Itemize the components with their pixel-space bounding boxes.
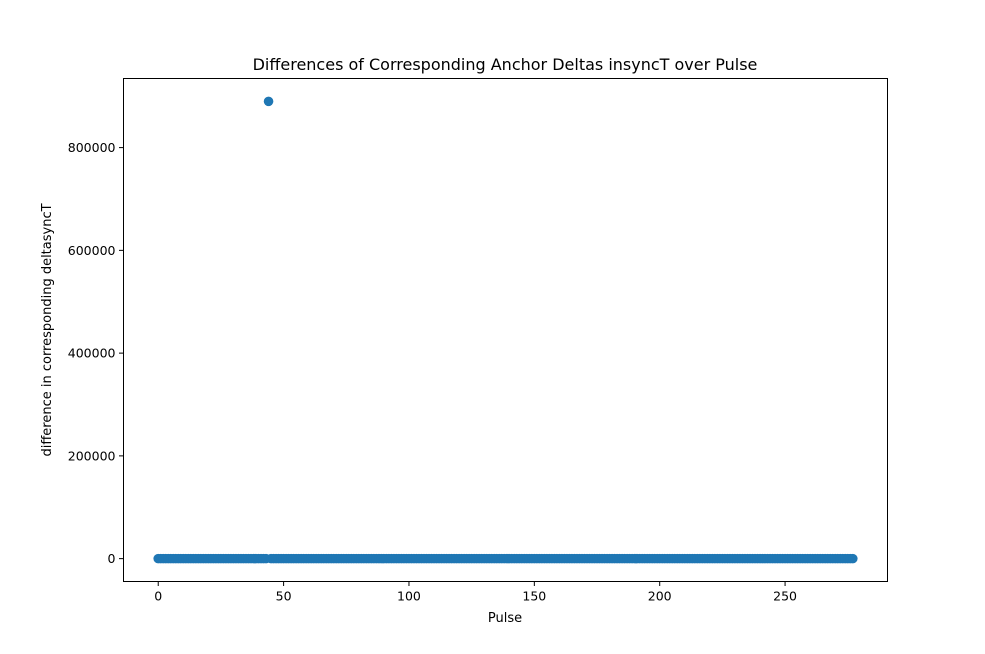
data-points [153,96,858,564]
x-tick-label: 50 [276,589,292,604]
x-tick-label: 250 [773,589,797,604]
x-tick-label: 100 [397,589,421,604]
plot-area-frame [123,78,888,582]
y-axis-label: difference in corresponding deltasyncT [40,203,55,456]
x-tick-label: 150 [522,589,546,604]
y-tick-label: 200000 [68,448,116,463]
y-tick-label: 400000 [68,346,116,361]
y-tick-label: 600000 [68,243,116,258]
x-tick-label: 0 [154,589,162,604]
y-tick-label: 0 [108,551,116,566]
x-axis-ticks: 0 50 100 150 200 250 [154,581,797,604]
y-tick-label: 800000 [68,140,116,155]
x-tick-label: 200 [648,589,672,604]
data-point [847,553,858,564]
x-axis-label: Pulse [488,611,522,626]
chart-title: Differences of Corresponding Anchor Delt… [253,55,758,74]
y-axis-ticks: 0 200000 400000 600000 800000 [68,140,124,566]
data-point-outlier [263,96,274,107]
